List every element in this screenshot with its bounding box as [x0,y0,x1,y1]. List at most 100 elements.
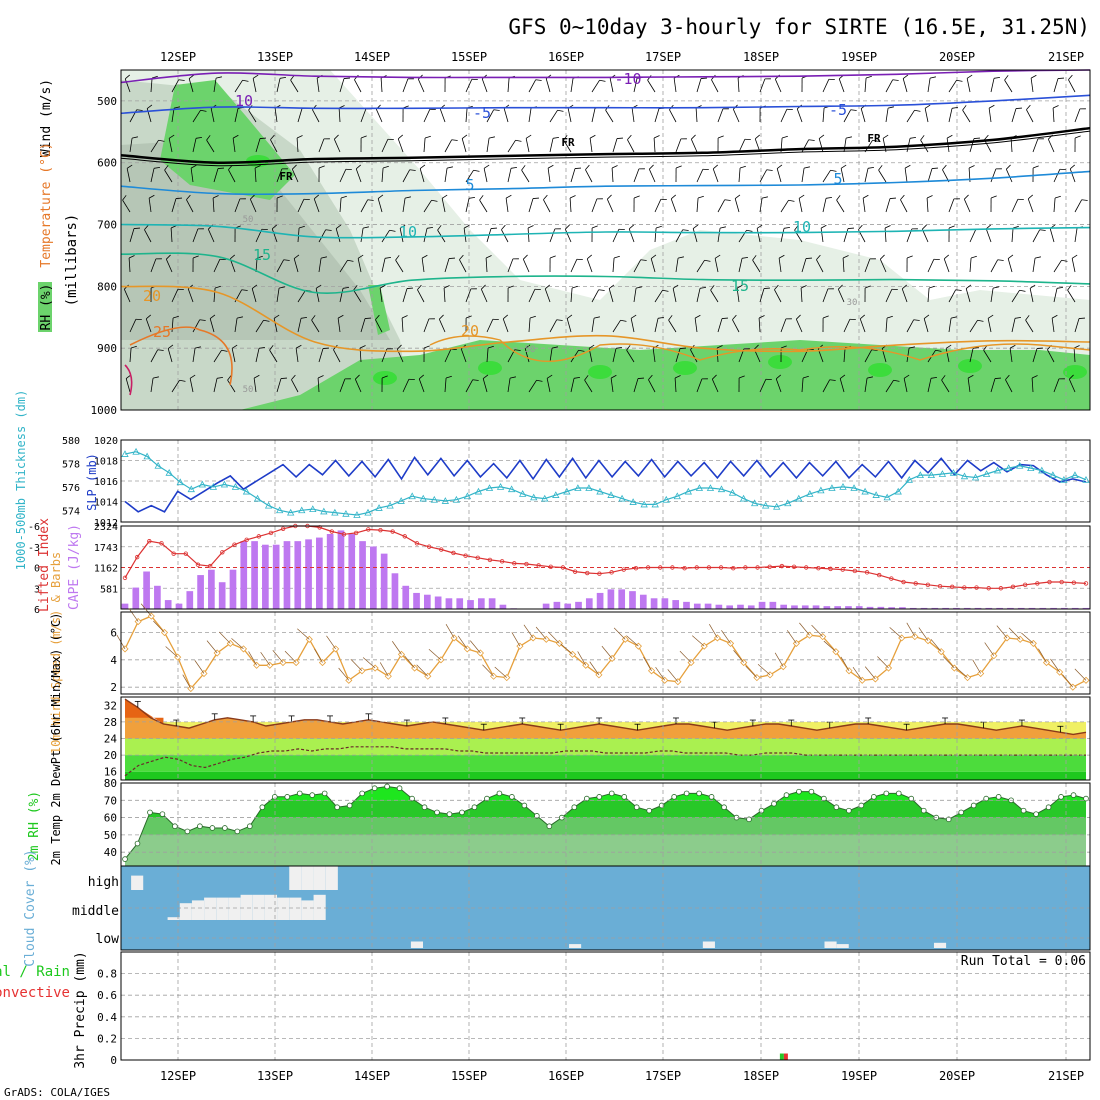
wind-barb-flag [993,77,1001,79]
lifted-index-point [937,583,943,589]
wind-barb-flag [514,349,521,351]
thickness-point [706,484,715,491]
wind-barb [444,168,448,183]
wind-barb-flag [884,225,891,229]
wind-barb-flag [251,284,258,289]
rh-point [421,804,428,811]
wind-barb-flag [335,224,342,229]
thickness-point [574,484,582,491]
y-tick-label: 600 [97,157,117,170]
thickness-point [673,492,681,500]
wind-barb-flag [692,224,699,229]
rh-shade-green-top [160,80,295,200]
cape-bar [564,603,572,609]
wind-barb [444,378,447,393]
wind-barb [485,258,488,273]
wind-barb-flag [362,226,369,229]
wind-barb-flag [783,227,791,229]
rh-point [608,790,615,797]
wind-barb-flag [263,319,270,322]
lifted-index-point [524,561,529,567]
cape-bar [909,607,917,609]
cape-bar [186,591,194,609]
wind-tick-label: 2 [110,681,117,694]
wind-barb-flag [830,169,837,172]
cape-bar [791,605,798,609]
wind-barb [923,318,929,333]
cloud-level-middle: middle [72,904,119,919]
cloud-level-high: high [88,875,119,890]
cape-bar [197,575,204,609]
wind-barb-flag [640,259,647,261]
panel-frame [120,525,1091,610]
wind-barb [801,168,805,183]
wind-barb-flag [377,194,384,199]
wind-barb [1032,138,1039,153]
wind-barb [675,348,681,363]
rh-point [509,794,515,800]
wind-barb-flag [426,227,434,229]
wind-barb [569,198,572,213]
rh-point [908,795,915,802]
rh-shade-bright [1063,365,1087,379]
wind-barb [1026,109,1034,123]
wind-barb-flag [1032,165,1039,169]
wind-barb [421,258,425,273]
cape-bar [240,541,248,609]
lifted-index-point [1047,579,1052,585]
rh-point [1070,792,1077,798]
wind-barb-flag [734,194,741,199]
cloud-middle-bar [313,894,326,920]
wind-barb [605,109,614,123]
wind-barb-flag [593,316,600,319]
wind-barb-flag [451,139,458,141]
wind-speed-point [397,650,406,658]
wind-barb [380,78,383,93]
wind-barb-flag [544,284,551,290]
contour-label: 15 [731,277,749,295]
wind-barb [291,169,299,183]
isotherm-line [120,252,1091,294]
wind-barb [1067,289,1076,303]
thickness-point [949,468,958,476]
contour-label: 25 [153,323,171,341]
wind-barb [885,289,893,303]
wind-barb [709,623,718,639]
wind-barb [696,198,699,213]
lifted-index-point [171,551,176,556]
wind-barb-flag [441,194,448,199]
wind-barb [284,650,297,663]
wind-barb-flag [1005,374,1010,380]
rh-point [571,804,578,811]
wind-barb [1069,168,1076,183]
wind-barb-flag [131,136,138,139]
wind-barb [187,288,194,303]
wind-barb-flag [964,194,969,200]
wind-barb-flag [340,195,347,199]
wind-barb-flag [591,225,598,229]
rh-point [683,790,690,797]
wind-barb-flag [904,164,911,169]
wind-barb [864,666,876,680]
lifted-index-point [962,585,967,590]
lifted-index-point [852,568,858,574]
wind-barb [439,108,446,123]
wind-barb [1021,632,1034,644]
wind-barb [711,379,719,393]
wind-barb [591,198,598,213]
wind-barb-flag [505,194,512,199]
wind-barb [315,288,320,303]
wind-barb-flag [970,255,977,259]
wind-barb-flag [382,165,389,169]
wind-barb [297,108,303,123]
wind-barb [942,656,955,669]
wind-barb [752,259,761,273]
wind-barb [326,635,336,650]
wind-barb-flag [803,166,810,169]
wind-barb-flag [635,286,642,289]
wind-barb [465,379,474,393]
wind-barb [904,168,908,183]
wind-barb [906,348,910,363]
wind-barb [1052,108,1055,123]
wind-barb [402,379,410,393]
